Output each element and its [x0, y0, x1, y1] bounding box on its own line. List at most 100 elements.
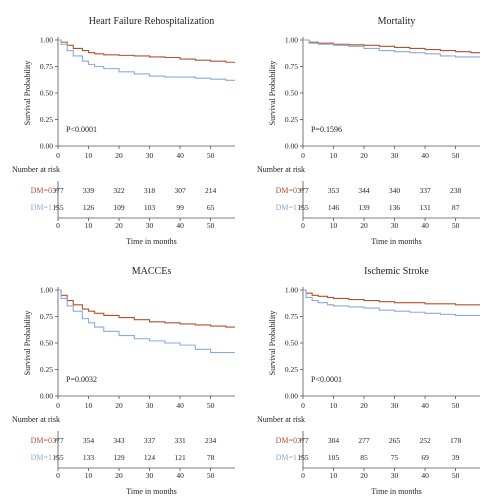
- y-tick-label: 0.75: [285, 62, 298, 71]
- y-tick-label: 1.00: [285, 286, 298, 295]
- risk-table-cell: 131: [419, 203, 431, 212]
- risk-table-cell: 155: [297, 453, 309, 462]
- x-tick-label: 10: [330, 151, 338, 160]
- y-tick-label: 0.50: [40, 89, 53, 98]
- risk-table-cell: 307: [174, 186, 186, 195]
- chart-title: MACCEs: [132, 266, 172, 277]
- x-tick-label: 40: [421, 151, 429, 160]
- risk-x-tick-label: 10: [330, 471, 338, 480]
- km-curve-dm1: [58, 39, 235, 81]
- risk-table-heading: Number at risk: [257, 165, 305, 174]
- y-tick-label: 0.75: [40, 312, 53, 321]
- risk-table-cell: 103: [144, 203, 156, 212]
- risk-table-cell: 87: [452, 203, 460, 212]
- y-axis-title: Survival Probability: [268, 61, 277, 126]
- risk-x-tick-label: 30: [146, 221, 154, 230]
- risk-table-cell: 129: [113, 453, 125, 462]
- risk-table-cell: 353: [328, 186, 340, 195]
- x-axis-title: Time in months: [371, 487, 421, 496]
- y-tick-label: 0.75: [40, 62, 53, 71]
- risk-x-tick-label: 40: [176, 221, 184, 230]
- risk-table-cell: 377: [52, 436, 64, 445]
- x-tick-label: 0: [56, 151, 60, 160]
- km-curve-dm0: [58, 289, 235, 328]
- p-value-annotation: P<0.0001: [311, 375, 342, 384]
- risk-table-cell: 178: [450, 436, 462, 445]
- risk-x-tick-label: 20: [360, 221, 368, 230]
- risk-x-tick-label: 50: [207, 471, 215, 480]
- p-value-annotation: P=0.1596: [311, 125, 342, 134]
- risk-row-label: DM=0: [31, 186, 52, 195]
- chart-title: Ischemic Stroke: [364, 266, 429, 277]
- km-panel-ischemic-stroke: Ischemic Stroke Survival Probability 0.00 0…: [245, 250, 490, 500]
- x-tick-label: 50: [207, 401, 215, 410]
- risk-table-cell: 99: [176, 203, 184, 212]
- y-axis-title: Survival Probability: [268, 311, 277, 376]
- x-axis-title: Time in months: [371, 237, 421, 246]
- y-tick-label: 0.00: [285, 142, 298, 151]
- y-tick-label: 0.50: [40, 339, 53, 348]
- x-axis-title: Time in months: [126, 237, 176, 246]
- risk-table-cell: 39: [452, 453, 460, 462]
- chart-title: Heart Failure Rehospitalization: [89, 16, 215, 27]
- risk-x-tick-label: 30: [391, 471, 399, 480]
- km-curve-dm0: [58, 39, 235, 63]
- km-curve-dm0: [303, 289, 480, 306]
- risk-x-tick-label: 50: [452, 221, 460, 230]
- risk-table-heading: Number at risk: [12, 165, 60, 174]
- y-tick-label: 0.50: [285, 89, 298, 98]
- risk-table-cell: 377: [297, 186, 309, 195]
- p-value-annotation: P=0.0032: [66, 375, 97, 384]
- risk-x-tick-label: 20: [360, 471, 368, 480]
- risk-x-tick-label: 0: [301, 221, 305, 230]
- y-tick-label: 0.75: [285, 312, 298, 321]
- risk-table-cell: 133: [83, 453, 95, 462]
- x-tick-label: 10: [85, 151, 93, 160]
- risk-table-heading: Number at risk: [257, 415, 305, 424]
- risk-table-cell: 238: [450, 186, 462, 195]
- risk-table-cell: 105: [328, 453, 340, 462]
- risk-table-cell: 85: [360, 453, 368, 462]
- risk-table-cell: 377: [52, 186, 64, 195]
- y-axis-title: Survival Probability: [23, 311, 32, 376]
- x-tick-label: 0: [301, 151, 305, 160]
- risk-x-tick-label: 40: [421, 471, 429, 480]
- risk-x-tick-label: 30: [391, 221, 399, 230]
- risk-x-tick-label: 0: [56, 221, 60, 230]
- risk-table-cell: 344: [358, 186, 370, 195]
- km-panel-macces: MACCEs Survival Probability 0.00 0.25 0.50 0.…: [0, 250, 245, 500]
- risk-row-label: DM=0: [276, 436, 297, 445]
- x-tick-label: 30: [391, 151, 399, 160]
- risk-table-cell: 265: [389, 436, 401, 445]
- risk-table-cell: 126: [83, 203, 95, 212]
- risk-table-cell: 109: [113, 203, 125, 212]
- km-panel-mortality: Mortality Survival Probability 0.00 0.25 0.5…: [245, 0, 490, 250]
- km-curve-dm0: [303, 39, 480, 54]
- risk-table-cell: 139: [358, 203, 370, 212]
- km-curve-dm1: [303, 39, 480, 58]
- risk-row-label: DM=1: [31, 453, 52, 462]
- risk-table-cell: 155: [297, 203, 309, 212]
- x-tick-label: 20: [360, 151, 368, 160]
- km-panel-heart-failure: Heart Failure Rehospitalization Survival …: [0, 0, 245, 250]
- x-tick-label: 30: [146, 151, 154, 160]
- x-tick-label: 40: [176, 151, 184, 160]
- x-tick-label: 30: [146, 401, 154, 410]
- risk-table-cell: 340: [389, 186, 401, 195]
- y-tick-label: 0.25: [285, 365, 298, 374]
- y-tick-label: 0.00: [40, 392, 53, 401]
- risk-row-label: DM=0: [276, 186, 297, 195]
- risk-table-cell: 377: [297, 436, 309, 445]
- p-value-annotation: P<0.0001: [66, 125, 97, 134]
- risk-table-cell: 155: [52, 453, 64, 462]
- risk-table-cell: 331: [174, 436, 186, 445]
- risk-table-cell: 354: [83, 436, 95, 445]
- chart-title: Mortality: [378, 16, 416, 27]
- x-tick-label: 10: [330, 401, 338, 410]
- risk-row-label: DM=1: [31, 203, 52, 212]
- risk-table-cell: 121: [174, 453, 186, 462]
- y-tick-label: 0.25: [40, 115, 53, 124]
- risk-x-tick-label: 20: [115, 471, 123, 480]
- risk-table-cell: 65: [207, 203, 215, 212]
